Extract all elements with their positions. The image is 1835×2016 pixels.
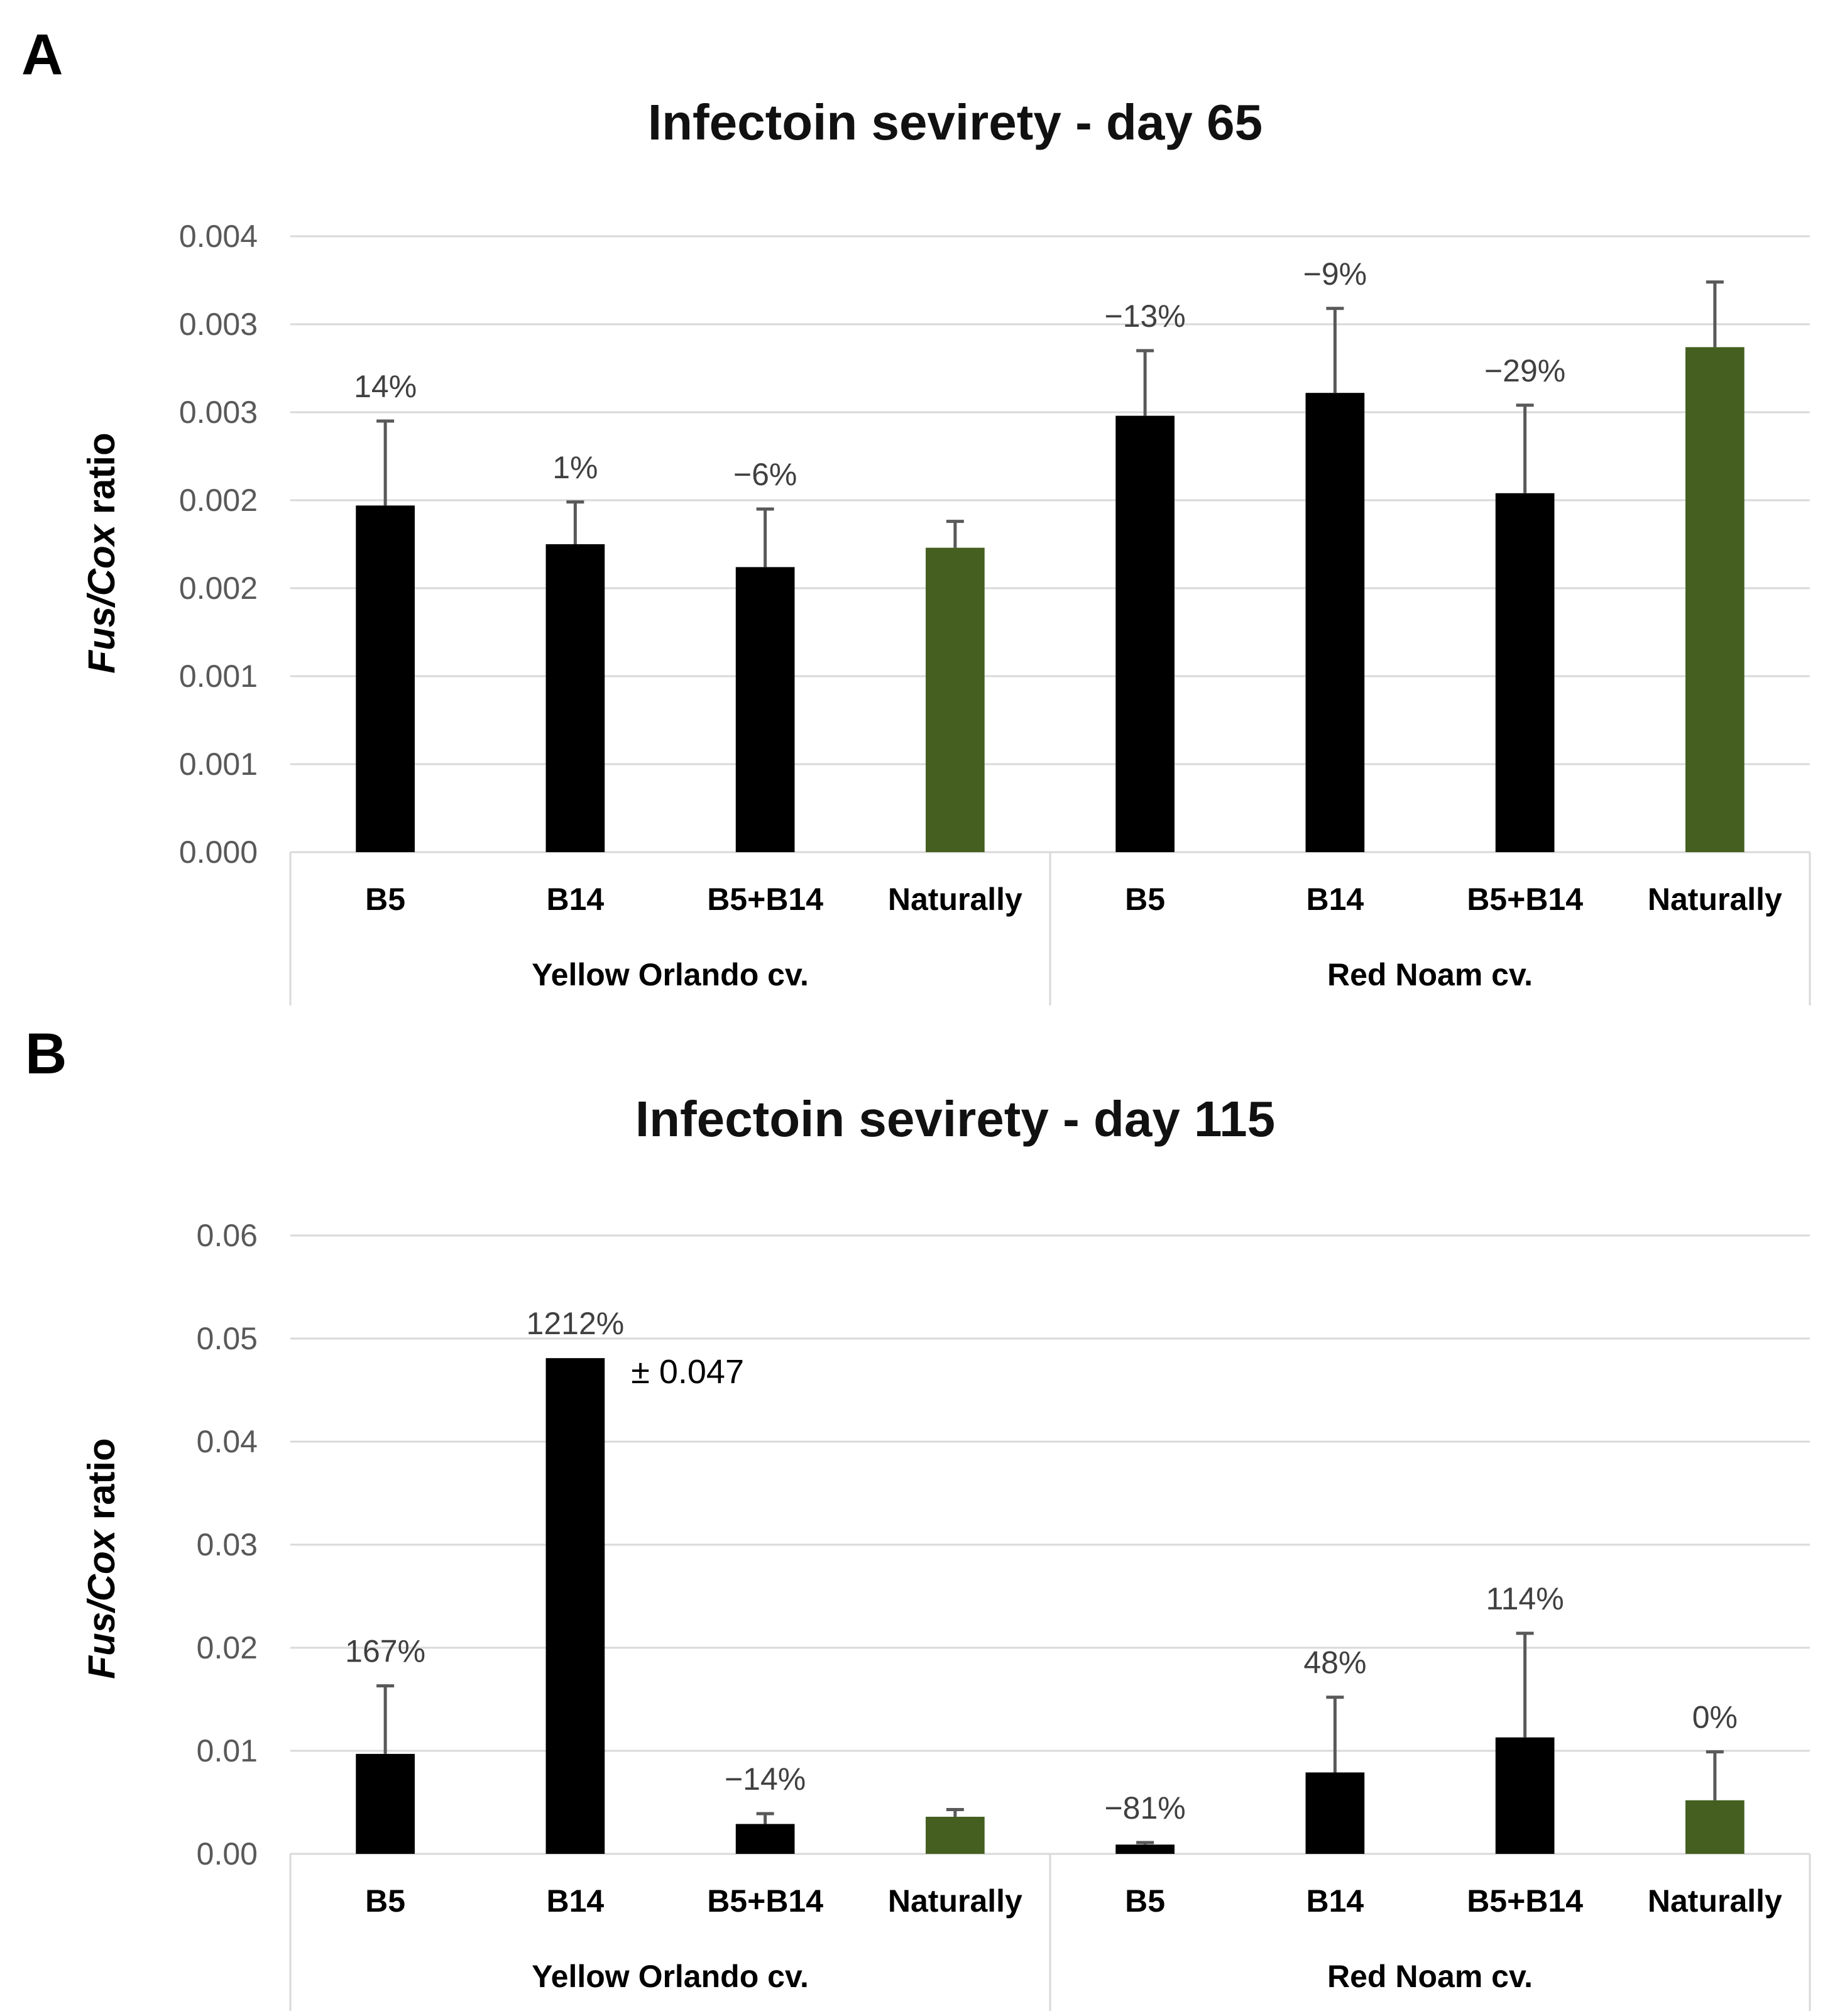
category-label-b: B5+B14 bbox=[1467, 1883, 1583, 1919]
bar-b bbox=[926, 1816, 985, 1854]
data-label-a: −13% bbox=[1104, 299, 1185, 334]
data-label-a: 14% bbox=[354, 369, 417, 404]
y-axis-label-italic-b: Fus/Cox bbox=[80, 1528, 123, 1679]
category-label-b: B14 bbox=[547, 1883, 605, 1919]
category-label-a: B5 bbox=[365, 882, 405, 917]
category-label-b: Naturally bbox=[1648, 1883, 1782, 1919]
y-axis-label-b: Fus/Cox ratio bbox=[80, 1438, 123, 1679]
category-label-b: Naturally bbox=[888, 1883, 1022, 1919]
y-tick-label-b: 0.05 bbox=[197, 1321, 258, 1356]
category-label-a: B5+B14 bbox=[1467, 882, 1583, 917]
y-tick-label-a: 0.002 bbox=[179, 483, 258, 518]
chart-a-plot: 0.000 0.001 0.001 0.002 0.002 0.003 0.003 0.004… bbox=[179, 219, 1811, 1005]
category-label-a: B5 bbox=[1125, 882, 1165, 917]
bar-b bbox=[1305, 1772, 1365, 1854]
group-label-a: Red Noam cv. bbox=[1327, 957, 1533, 992]
category-label-a: B14 bbox=[547, 882, 605, 917]
bar-a bbox=[1495, 493, 1555, 852]
bar-b bbox=[545, 1358, 605, 1854]
y-tick-label-a: 0.003 bbox=[179, 307, 258, 342]
data-label-b: 167% bbox=[345, 1634, 425, 1669]
data-label-b: 0% bbox=[1692, 1700, 1738, 1735]
y-tick-label-b: 0.06 bbox=[197, 1218, 258, 1253]
category-label-b: B5 bbox=[365, 1883, 405, 1919]
y-tick-label-b: 0.03 bbox=[197, 1527, 258, 1562]
y-axis-label-rest-b: ratio bbox=[80, 1438, 123, 1530]
data-label-b: −81% bbox=[1104, 1790, 1185, 1826]
panel-letter-a: A bbox=[21, 23, 63, 87]
data-label-a: −29% bbox=[1484, 353, 1565, 388]
bar-a bbox=[926, 547, 985, 852]
category-label-b: B5 bbox=[1125, 1883, 1165, 1919]
y-tick-label-a: 0.003 bbox=[179, 395, 258, 430]
y-tick-label-a: 0.000 bbox=[179, 835, 258, 870]
y-tick-label-b: 0.02 bbox=[197, 1630, 258, 1665]
bar-a bbox=[545, 544, 605, 852]
y-tick-label-a: 0.001 bbox=[179, 747, 258, 782]
data-label-b: 114% bbox=[1486, 1581, 1564, 1616]
category-label-b: B5+B14 bbox=[707, 1883, 823, 1919]
data-label-a: −9% bbox=[1303, 256, 1367, 292]
category-label-b: B14 bbox=[1306, 1883, 1364, 1919]
y-tick-label-a: 0.001 bbox=[179, 659, 258, 694]
category-label-a: B14 bbox=[1306, 882, 1364, 917]
y-axis-label-italic-a: Fus/Cox bbox=[80, 523, 123, 673]
chart-title-a: Infectoin sevirety - day 65 bbox=[648, 94, 1263, 150]
data-label-b: 1212% bbox=[527, 1306, 625, 1341]
chart-b-plot: 0.00 0.01 0.02 0.03 0.04 0.05 0.06 167% B5 1212% B… bbox=[197, 1218, 1811, 2011]
panel-letter-b: B bbox=[25, 1022, 67, 1086]
y-tick-label-b: 0.01 bbox=[197, 1733, 258, 1768]
annotation-b14-error: ± 0.047 bbox=[631, 1353, 744, 1391]
y-tick-label-b: 0.00 bbox=[197, 1836, 258, 1871]
y-tick-label-a: 0.004 bbox=[179, 219, 258, 254]
group-label-a: Yellow Orlando cv. bbox=[532, 957, 809, 992]
y-axis-label-rest-a: ratio bbox=[80, 432, 123, 525]
category-label-a: Naturally bbox=[888, 882, 1022, 917]
category-label-a: B5+B14 bbox=[707, 882, 823, 917]
bar-b bbox=[1115, 1844, 1175, 1854]
bar-a bbox=[1685, 347, 1745, 852]
data-label-a: −6% bbox=[733, 457, 797, 492]
bar-b bbox=[1495, 1737, 1555, 1854]
data-label-b: 48% bbox=[1303, 1645, 1366, 1680]
category-label-a: Naturally bbox=[1648, 882, 1782, 917]
bar-b bbox=[1685, 1800, 1745, 1854]
bar-b bbox=[356, 1753, 415, 1854]
chart-title-b: Infectoin sevirety - day 115 bbox=[635, 1091, 1275, 1147]
bar-a bbox=[735, 567, 795, 852]
bar-b bbox=[735, 1824, 795, 1854]
data-label-a: 1% bbox=[552, 450, 598, 485]
y-axis-label-a: Fus/Cox ratio bbox=[80, 432, 123, 673]
group-label-b: Red Noam cv. bbox=[1327, 1959, 1533, 1994]
bar-a bbox=[356, 505, 415, 852]
y-tick-label-b: 0.04 bbox=[197, 1424, 258, 1459]
group-label-b: Yellow Orlando cv. bbox=[532, 1959, 809, 1994]
data-label-b: −14% bbox=[725, 1761, 806, 1797]
bar-a bbox=[1115, 415, 1175, 852]
y-tick-label-a: 0.002 bbox=[179, 571, 258, 606]
bar-a bbox=[1305, 393, 1365, 852]
